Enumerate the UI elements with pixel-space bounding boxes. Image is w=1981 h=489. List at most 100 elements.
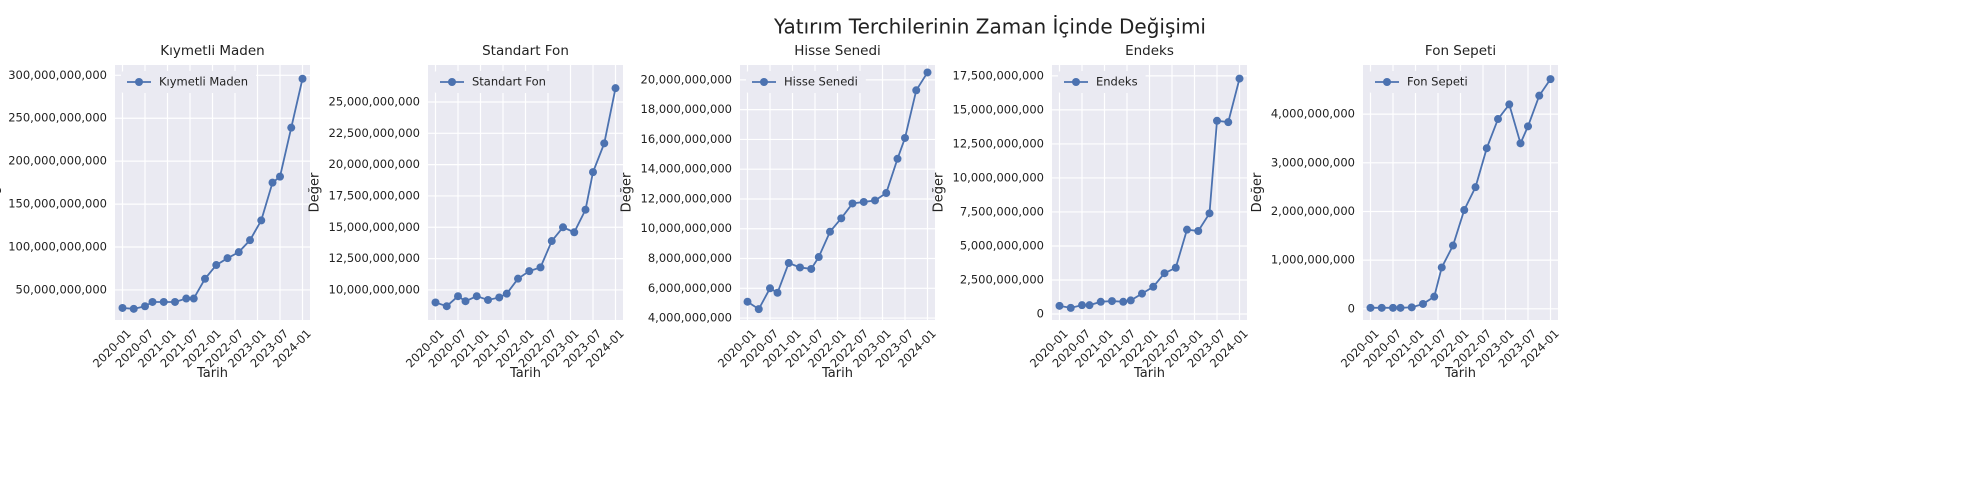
legend: Hisse Senedi: [746, 71, 866, 93]
y-tick-label: 2,500,000,000: [960, 272, 1044, 286]
data-point: [454, 292, 462, 301]
data-point: [600, 139, 609, 148]
data-point: [182, 294, 191, 303]
data-point: [766, 284, 774, 293]
y-tick-label: 300,000,000,000: [8, 68, 107, 82]
data-point: [525, 267, 534, 276]
data-point: [141, 302, 149, 311]
legend-box: [434, 71, 554, 93]
data-point: [1460, 206, 1469, 215]
data-point: [514, 274, 522, 283]
data-point: [1183, 225, 1191, 234]
x-axis-label: Tarih: [1444, 366, 1476, 381]
data-point: [1085, 301, 1094, 310]
y-tick-label: 6,000,000,000: [648, 281, 732, 295]
legend-marker: [1072, 78, 1080, 86]
x-axis-label: Tarih: [509, 366, 541, 381]
data-point: [743, 297, 752, 306]
data-point: [461, 297, 470, 306]
subplot: 0 1,000,000,000 2,000,000,000 3,000,000,000…: [1250, 43, 1562, 381]
data-point: [1494, 115, 1502, 124]
data-point: [1055, 301, 1064, 310]
legend: Kıymetli Maden: [121, 71, 257, 93]
y-tick-label: 1,000,000,000: [1271, 253, 1355, 267]
subplot-title: Standart Fon: [482, 43, 569, 59]
y-tick-label: 16,000,000,000: [641, 132, 732, 146]
data-point: [201, 274, 209, 283]
legend-marker: [1383, 78, 1391, 86]
legend-marker: [448, 78, 456, 86]
data-point: [912, 86, 921, 95]
y-tick-label: 100,000,000,000: [8, 240, 107, 254]
x-axis-label: Tarih: [821, 366, 853, 381]
data-point: [431, 298, 440, 307]
y-tick-label: 10,000,000,000: [953, 170, 1044, 184]
data-point: [547, 237, 556, 246]
y-axis-label: Değer: [932, 172, 947, 212]
data-point: [581, 205, 590, 214]
data-point: [442, 302, 451, 311]
y-tick-label: 17,500,000,000: [953, 68, 1044, 82]
data-point: [1126, 296, 1135, 305]
legend: Endeks: [1058, 71, 1146, 93]
data-point: [807, 264, 816, 273]
y-tick-label: 3,000,000,000: [1271, 155, 1355, 169]
y-tick-label: 25,000,000,000: [329, 94, 420, 108]
y-tick-label: 12,000,000,000: [641, 191, 732, 205]
data-point: [148, 297, 157, 306]
data-point: [484, 295, 492, 304]
y-tick-label: 0: [1348, 301, 1355, 315]
data-point: [893, 154, 902, 163]
x-axis-label: Tarih: [1133, 366, 1165, 381]
subplot: 10,000,000,000 12,500,000,000 15,000,000,0…: [308, 43, 627, 381]
data-point: [234, 248, 243, 257]
y-tick-label: 4,000,000,000: [648, 311, 732, 325]
y-tick-label: 200,000,000,000: [8, 154, 107, 168]
legend-label: Hisse Senedi: [784, 75, 858, 89]
data-point: [923, 68, 932, 77]
y-tick-label: 150,000,000,000: [8, 197, 107, 211]
legend-label: Endeks: [1096, 75, 1138, 89]
data-point: [171, 297, 179, 306]
y-tick-label: 10,000,000,000: [329, 282, 420, 296]
data-point: [1366, 303, 1375, 312]
data-point: [1389, 303, 1397, 312]
data-point: [129, 304, 138, 313]
subplot: 50,000,000,000 100,000,000,000 150,000,000…: [0, 43, 314, 381]
figure-title: Yatırım Terchilerinin Zaman İçinde Değiş…: [773, 15, 1206, 39]
data-point: [837, 214, 846, 223]
data-point: [189, 294, 198, 303]
y-tick-label: 0: [1037, 307, 1044, 321]
data-point: [882, 189, 891, 198]
y-tick-label: 8,000,000,000: [648, 251, 732, 265]
data-point: [536, 263, 545, 272]
subplot: 0 2,500,000,000 5,000,000,000 7,500,000,000…: [932, 43, 1251, 381]
data-point: [257, 216, 266, 225]
data-point: [1171, 263, 1180, 272]
y-tick-label: 5,000,000,000: [960, 238, 1044, 252]
y-tick-label: 250,000,000,000: [8, 111, 107, 125]
data-point: [1078, 301, 1086, 310]
data-point: [1482, 144, 1491, 153]
legend-box: [1058, 71, 1146, 93]
subplot: 4,000,000,000 6,000,000,000 8,000,000,000 1…: [620, 43, 939, 381]
data-point: [118, 303, 127, 312]
y-tick-label: 2,000,000,000: [1271, 204, 1355, 218]
y-tick-label: 4,000,000,000: [1271, 107, 1355, 121]
legend-box: [746, 71, 866, 93]
data-point: [1066, 303, 1075, 312]
legend-marker: [760, 78, 768, 86]
data-point: [1108, 297, 1116, 306]
y-tick-label: 14,000,000,000: [641, 162, 732, 176]
data-point: [784, 258, 793, 267]
data-point: [276, 172, 284, 181]
y-axis-label: Değer: [620, 172, 635, 212]
data-point: [472, 292, 481, 301]
data-point: [848, 199, 857, 208]
legend-label: Kıymetli Maden: [159, 75, 248, 89]
y-axis-label: Değer: [308, 172, 323, 212]
data-point: [246, 236, 254, 245]
y-tick-label: 20,000,000,000: [329, 157, 420, 171]
data-point: [1449, 241, 1457, 250]
data-point: [1516, 139, 1525, 148]
